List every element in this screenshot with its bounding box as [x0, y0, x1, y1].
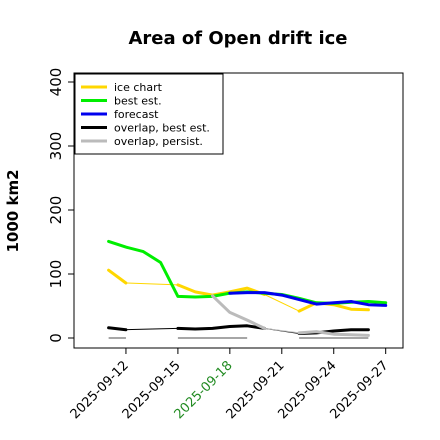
- series-line: [107, 326, 128, 332]
- series-overlap-persist-: [211, 294, 370, 337]
- series-line: [264, 327, 300, 334]
- y-axis: 0 100 200 300 400: [47, 68, 74, 343]
- y-tick-label: 200: [47, 196, 65, 225]
- y-axis-label: 1000 km2: [4, 169, 22, 252]
- series-line: [297, 330, 370, 337]
- legend-label: ice chart: [114, 81, 163, 94]
- y-tick-label: 0: [47, 333, 65, 343]
- chart-title: Area of Open drift ice: [128, 28, 347, 49]
- legend-label: overlap, persist.: [114, 135, 203, 148]
- legend-label: forecast: [114, 108, 159, 121]
- series-ice-chart: [107, 268, 370, 313]
- series-forecast: [228, 291, 388, 307]
- series-line: [228, 291, 388, 307]
- x-axis: 2025-09-122025-09-152025-09-182025-09-21…: [68, 348, 392, 422]
- series-line: [125, 282, 179, 286]
- series-line: [107, 268, 128, 285]
- legend-label: overlap, best est.: [114, 122, 210, 135]
- legend-label: best est.: [114, 95, 162, 108]
- series-line: [176, 324, 266, 331]
- series-line: [211, 294, 266, 330]
- series-line: [125, 327, 179, 331]
- series-layer: [107, 239, 388, 337]
- y-tick-label: 300: [47, 132, 65, 161]
- y-tick-label: 400: [47, 68, 65, 97]
- y-tick-label: 100: [47, 260, 65, 289]
- series-line: [264, 294, 300, 312]
